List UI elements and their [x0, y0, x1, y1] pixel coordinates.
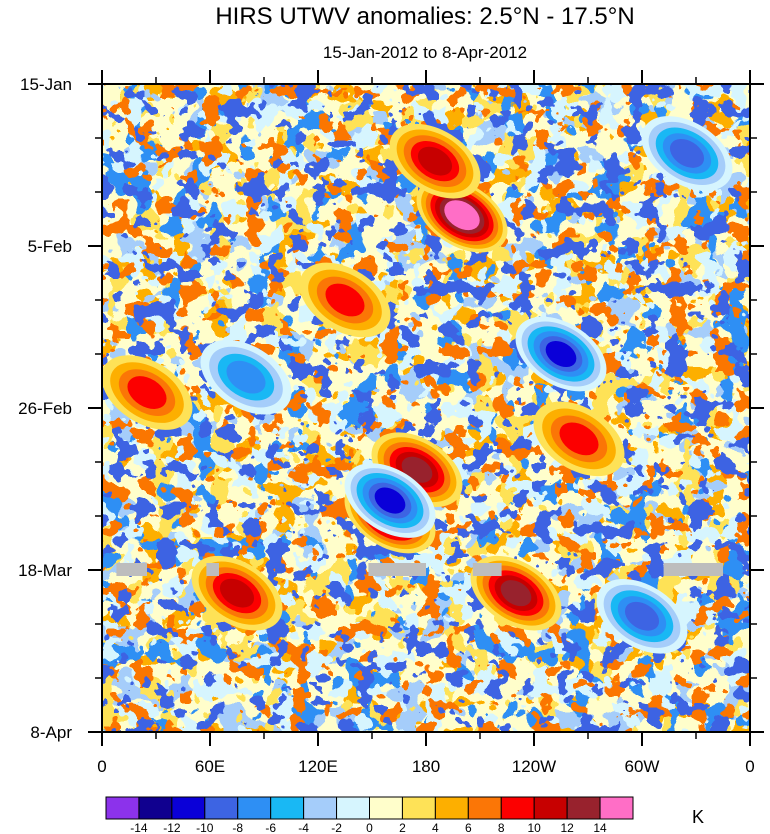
- feature-contour: [127, 376, 167, 409]
- feature-contour: [219, 578, 255, 608]
- colorbar-tick-label: 2: [399, 821, 406, 834]
- feature-contour: [624, 601, 660, 631]
- y-tick-label: 18-Mar: [18, 561, 72, 580]
- missing-data: [116, 563, 723, 576]
- feature-contour: [448, 203, 476, 227]
- x-tick-label: 0: [745, 757, 754, 776]
- feature: [389, 123, 481, 199]
- feature: [641, 116, 733, 191]
- colorbar-swatch: [533, 796, 568, 820]
- x-tick-label: 180: [412, 757, 440, 776]
- colorbar-tick-label: -6: [265, 821, 276, 834]
- missing-bar: [206, 563, 219, 576]
- colorbar-swatch: [204, 796, 239, 820]
- plot-area: [102, 84, 750, 732]
- colorbar-swatch: [171, 796, 206, 820]
- feature-contour: [325, 283, 365, 317]
- colorbar-swatch: [237, 796, 272, 820]
- feature-contour: [226, 360, 266, 394]
- colorbar-tick-label: 4: [432, 821, 439, 834]
- feature: [596, 578, 688, 654]
- colorbar-tick-label: 12: [560, 821, 574, 834]
- colorbar-unit: K: [692, 807, 704, 827]
- colorbar-swatch: [303, 796, 338, 820]
- feature: [470, 555, 562, 631]
- feature-contour: [374, 487, 406, 514]
- colorbar-tick-label: -14: [130, 821, 148, 834]
- feature: [299, 262, 391, 338]
- colorbar-swatch: [500, 796, 535, 820]
- feature-contour: [559, 422, 599, 456]
- colorbar-tick-label: -8: [232, 821, 243, 834]
- x-tick-label: 0: [97, 757, 106, 776]
- x-tick-label: 60W: [625, 757, 660, 776]
- colorbar-swatch: [369, 796, 403, 820]
- feature: [102, 355, 193, 430]
- missing-bar: [116, 563, 147, 576]
- y-tick-label: 15-Jan: [20, 75, 72, 94]
- feature-contour: [669, 139, 705, 168]
- chart-subtitle: 15-Jan-2012 to 8-Apr-2012: [323, 43, 527, 62]
- y-tick-label: 5-Feb: [28, 237, 72, 256]
- colorbar-tick-label: -2: [331, 821, 342, 834]
- feature-contour: [500, 580, 532, 607]
- colorbar-tick-label: 8: [498, 821, 505, 834]
- x-axis: 0 60E 120E 180 120W 60W 0: [97, 70, 755, 776]
- colorbar-tick-label: 10: [528, 821, 542, 834]
- colorbar: -14 -12 -10 -8 -6 -4 -2 0 2 4 6 8 10 12 14: [105, 796, 634, 834]
- chart-title: HIRS UTWV anomalies: 2.5°N - 17.5°N: [215, 3, 634, 30]
- feature-contour: [417, 146, 453, 176]
- colorbar-swatch: [105, 796, 140, 820]
- missing-bar: [368, 563, 426, 576]
- feature-contour: [545, 340, 577, 368]
- y-axis: 15-Jan 5-Feb 26-Feb 18-Mar 8-Apr: [18, 75, 764, 742]
- colorbar-tick-label: 14: [593, 821, 607, 834]
- colorbar-swatch: [566, 796, 601, 820]
- colorbar-swatch: [599, 796, 634, 820]
- colorbar-swatch: [138, 796, 173, 820]
- colorbar-swatch: [434, 796, 469, 820]
- x-tick-label: 60E: [195, 757, 225, 776]
- feature: [344, 463, 436, 538]
- missing-bar: [663, 563, 723, 576]
- feature: [515, 316, 607, 392]
- feature: [533, 401, 625, 477]
- colorbar-tick-label: -10: [196, 821, 214, 834]
- feature: [200, 339, 292, 415]
- y-tick-label: 8-Apr: [30, 723, 72, 742]
- colorbar-swatch: [336, 796, 370, 820]
- colorbar-swatch: [467, 796, 502, 820]
- colorbar-tick-label: 0: [366, 821, 373, 834]
- anomaly-features: [102, 116, 733, 654]
- colorbar-swatch: [401, 796, 436, 820]
- colorbar-tick-label: 6: [465, 821, 472, 834]
- y-tick-label: 26-Feb: [18, 399, 72, 418]
- colorbar-swatch: [270, 796, 305, 820]
- missing-bar: [472, 563, 502, 576]
- x-tick-label: 120E: [298, 757, 338, 776]
- x-tick-label: 120W: [512, 757, 556, 776]
- colorbar-tick-label: -12: [163, 821, 181, 834]
- colorbar-tick-label: -4: [298, 821, 309, 834]
